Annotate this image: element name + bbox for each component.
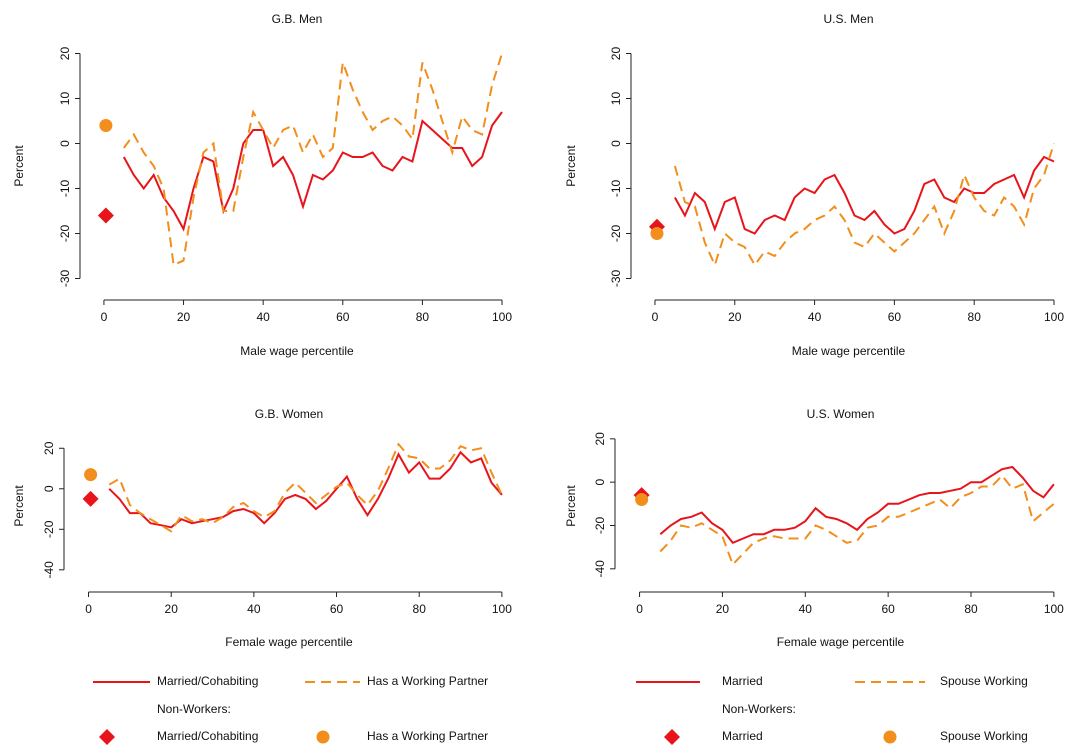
- data-line: [673, 143, 1055, 268]
- x-tick-label: 20: [177, 310, 191, 324]
- y-tick-label: 0: [593, 479, 607, 486]
- point-marker: [84, 468, 98, 482]
- data-line: [674, 155, 1055, 235]
- data-line: [659, 474, 1055, 567]
- data-line: [122, 53, 503, 267]
- legend-marker: [99, 729, 115, 745]
- x-tick-label: 60: [881, 602, 895, 616]
- y-tick-label: -20: [42, 520, 56, 538]
- x-tick-label: 40: [808, 310, 822, 324]
- y-tick-label: 10: [609, 92, 623, 106]
- legend-label: Has a Working Partner: [367, 674, 488, 688]
- data-line: [108, 450, 503, 529]
- x-tick-label: 0: [636, 602, 643, 616]
- legend-label: Married: [722, 674, 763, 688]
- legend-marker: [316, 730, 330, 744]
- x-tick-label: 0: [85, 602, 92, 616]
- y-tick-label: 0: [58, 140, 72, 147]
- legend-label: Has a Working Partner: [367, 729, 488, 743]
- y-tick-label: 10: [58, 92, 72, 106]
- y-tick-label: 20: [42, 441, 56, 455]
- y-tick-label: 20: [58, 47, 72, 61]
- y-tick-label: -20: [593, 517, 607, 535]
- chart-title: U.S. Men: [823, 12, 873, 26]
- legend-label: Married/Cohabiting: [157, 674, 258, 688]
- legend-label: Spouse Working: [940, 674, 1028, 688]
- x-axis-label: Male wage percentile: [240, 344, 354, 358]
- x-tick-label: 20: [716, 602, 730, 616]
- point-marker: [650, 227, 664, 240]
- y-axis-label: Percent: [564, 485, 578, 527]
- x-tick-label: 80: [964, 602, 978, 616]
- legend-title: Non-Workers:: [157, 702, 231, 716]
- x-axis-label: Female wage percentile: [225, 635, 353, 649]
- chart-title: G.B. Men: [272, 12, 323, 26]
- y-tick-label: -30: [609, 270, 623, 288]
- x-tick-label: 100: [1044, 602, 1064, 616]
- x-tick-label: 80: [413, 602, 427, 616]
- y-tick-label: -10: [609, 180, 623, 198]
- x-tick-label: 40: [247, 602, 261, 616]
- point-marker: [635, 493, 649, 506]
- y-tick-label: 0: [609, 140, 623, 147]
- x-tick-label: 0: [652, 310, 659, 324]
- data-line: [122, 111, 503, 232]
- x-tick-label: 40: [256, 310, 270, 324]
- x-tick-label: 100: [492, 602, 512, 616]
- legend-title: Non-Workers:: [722, 702, 796, 716]
- x-axis-label: Female wage percentile: [777, 635, 905, 649]
- legend-label: Spouse Working: [940, 729, 1028, 743]
- y-tick-label: 20: [593, 432, 607, 446]
- chart-title: G.B. Women: [255, 407, 323, 421]
- x-tick-label: 100: [492, 310, 512, 324]
- legend-marker: [883, 730, 897, 744]
- y-tick-label: -20: [58, 225, 72, 243]
- x-tick-label: 20: [165, 602, 179, 616]
- y-tick-label: 0: [42, 485, 56, 492]
- x-axis-label: Male wage percentile: [792, 344, 906, 358]
- point-marker: [97, 207, 114, 224]
- chart-title: U.S. Women: [807, 407, 875, 421]
- x-tick-label: 100: [1044, 310, 1064, 324]
- data-line: [659, 465, 1055, 545]
- x-tick-label: 80: [968, 310, 982, 324]
- x-tick-label: 60: [336, 310, 350, 324]
- x-tick-label: 20: [728, 310, 742, 324]
- y-tick-label: -20: [609, 225, 623, 243]
- legend-label: Married: [722, 729, 763, 743]
- legend-marker: [664, 729, 680, 745]
- x-tick-label: 60: [330, 602, 344, 616]
- y-axis-label: Percent: [564, 145, 578, 187]
- x-tick-label: 40: [799, 602, 813, 616]
- x-tick-label: 60: [888, 310, 902, 324]
- legend-label: Married/Cohabiting: [157, 729, 258, 743]
- point-marker: [82, 490, 99, 507]
- x-tick-label: 0: [101, 310, 108, 324]
- data-line: [108, 442, 503, 533]
- y-tick-label: -40: [42, 561, 56, 579]
- y-tick-label: -40: [593, 560, 607, 578]
- y-tick-label: 20: [609, 47, 623, 61]
- point-marker: [99, 119, 113, 132]
- x-tick-label: 80: [416, 310, 430, 324]
- y-axis-label: Percent: [12, 145, 26, 187]
- y-axis-label: Percent: [12, 485, 26, 527]
- y-tick-label: -30: [58, 270, 72, 288]
- y-tick-label: -10: [58, 180, 72, 198]
